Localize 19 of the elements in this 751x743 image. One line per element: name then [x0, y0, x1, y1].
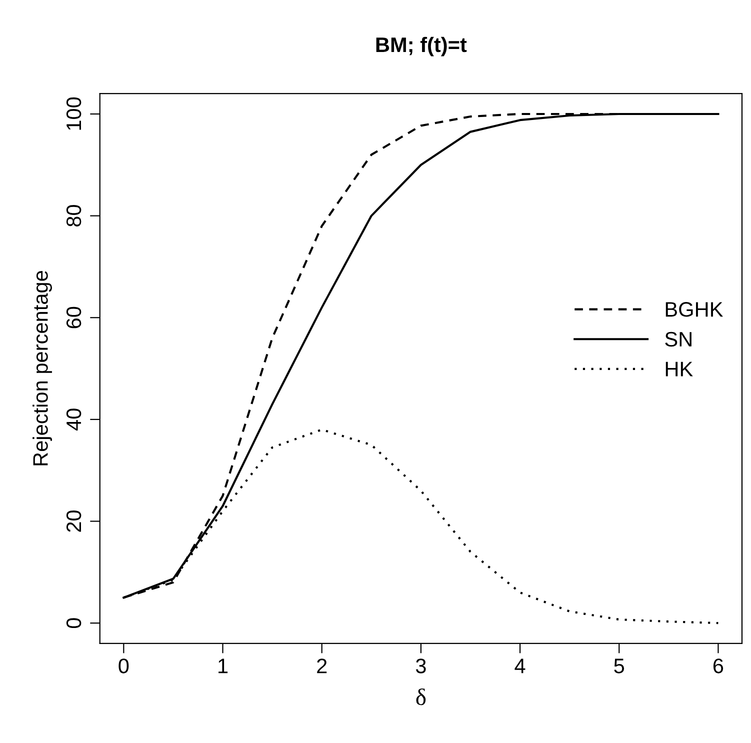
- chart-title: BM; f(t)=t: [376, 36, 467, 56]
- x-tick-label: 0: [118, 658, 129, 674]
- x-tick-label: 4: [514, 658, 526, 674]
- legend-label: SN: [665, 332, 692, 347]
- x-tick-label: 2: [317, 658, 327, 674]
- y-tick-label: 100: [66, 97, 82, 130]
- x-tick-label: 3: [416, 658, 426, 674]
- legend-label: HK: [666, 362, 693, 376]
- y-axis-title: Rejection percentage: [32, 271, 52, 466]
- y-tick-label: 20: [66, 510, 82, 532]
- y-tick-label: 0: [66, 618, 82, 628]
- x-axis-title: δ: [416, 688, 426, 706]
- x-tick-label: 1: [218, 658, 228, 674]
- x-tick-label: 5: [614, 658, 624, 674]
- legend-label: BGHK: [666, 302, 724, 317]
- y-tick-label: 80: [66, 205, 82, 226]
- y-tick-label: 40: [66, 408, 82, 431]
- y-tick-label: 60: [66, 306, 82, 328]
- x-tick-label: 6: [713, 658, 724, 674]
